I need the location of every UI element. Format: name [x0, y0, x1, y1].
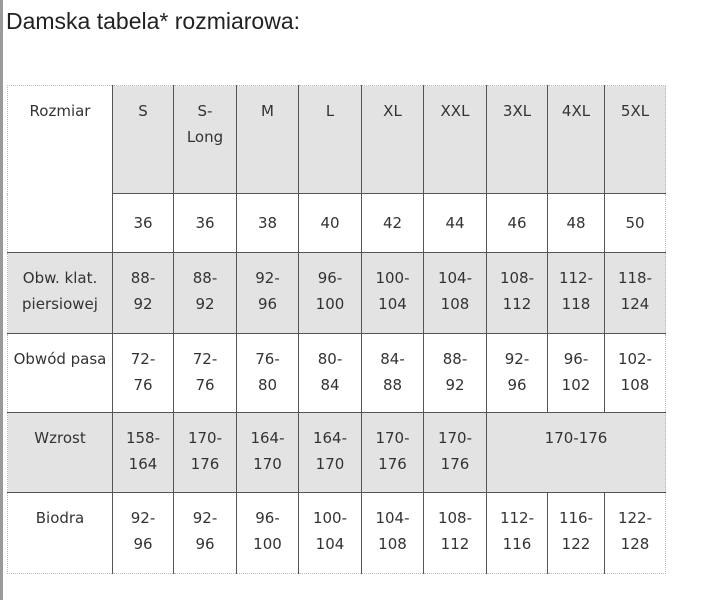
eu-size-cell: 40 [298, 193, 362, 253]
table-cell: 100- 104 [361, 252, 424, 334]
table-cell: 104- 108 [423, 252, 487, 334]
table-cell: 170- 176 [361, 412, 424, 493]
size-header: 5XL [604, 85, 666, 194]
size-header: M [236, 85, 299, 194]
table-cell: 108- 112 [423, 492, 487, 574]
table-cell: 76- 80 [236, 333, 299, 413]
table-cell: 158- 164 [112, 412, 174, 493]
size-header: S- Long [173, 85, 237, 194]
eu-size-cell: 46 [486, 193, 548, 253]
table-cell: 170-176 [486, 412, 666, 493]
size-header: 4XL [547, 85, 605, 194]
size-table: Rozmiar S S- Long M L XL XXL 3XL 4XL 5XL 36 36 38 4… [7, 85, 666, 574]
table-cell: 102- 108 [604, 333, 666, 413]
size-header: L [298, 85, 362, 194]
table-cell: 164- 170 [298, 412, 362, 493]
table-cell: 96- 102 [547, 333, 605, 413]
table-cell: 72- 76 [173, 333, 237, 413]
size-header: 3XL [486, 85, 548, 194]
row-label: Biodra [7, 492, 113, 574]
eu-size-cell: 38 [236, 193, 299, 253]
table-cell: 92- 96 [173, 492, 237, 574]
table-cell: 72- 76 [112, 333, 174, 413]
table-cell: 88- 92 [112, 252, 174, 334]
table-cell: 92- 96 [236, 252, 299, 334]
page-title: Damska tabela* rozmiarowa: [6, 8, 301, 34]
size-header: XXL [423, 85, 487, 194]
table-cell: 164- 170 [236, 412, 299, 493]
size-label-cell: Rozmiar [7, 85, 113, 253]
row-label: Wzrost [7, 412, 113, 493]
table-cell: 96- 100 [236, 492, 299, 574]
row-label: Obwód pasa [7, 333, 113, 413]
table-cell: 112- 116 [486, 492, 548, 574]
table-cell: 100- 104 [298, 492, 362, 574]
table-cell: 116- 122 [547, 492, 605, 574]
eu-size-cell: 48 [547, 193, 605, 253]
size-header: S [112, 85, 174, 194]
table-cell: 92- 96 [486, 333, 548, 413]
table-cell: 88- 92 [423, 333, 487, 413]
table-cell: 170- 176 [173, 412, 237, 493]
eu-size-cell: 36 [112, 193, 174, 253]
left-border [0, 0, 3, 600]
table-cell: 92- 96 [112, 492, 174, 574]
eu-size-cell: 36 [173, 193, 237, 253]
table-cell: 118- 124 [604, 252, 666, 334]
eu-size-cell: 42 [361, 193, 424, 253]
table-cell: 88- 92 [173, 252, 237, 334]
table-cell: 96- 100 [298, 252, 362, 334]
size-header: XL [361, 85, 424, 194]
table-cell: 80- 84 [298, 333, 362, 413]
eu-size-cell: 50 [604, 193, 666, 253]
table-cell: 112- 118 [547, 252, 605, 334]
table-cell: 84- 88 [361, 333, 424, 413]
row-label: Obw. klat. piersiowej [7, 252, 113, 334]
table-cell: 108- 112 [486, 252, 548, 334]
table-cell: 104- 108 [361, 492, 424, 574]
table-cell: 170- 176 [423, 412, 487, 493]
table-cell: 122- 128 [604, 492, 666, 574]
eu-size-cell: 44 [423, 193, 487, 253]
